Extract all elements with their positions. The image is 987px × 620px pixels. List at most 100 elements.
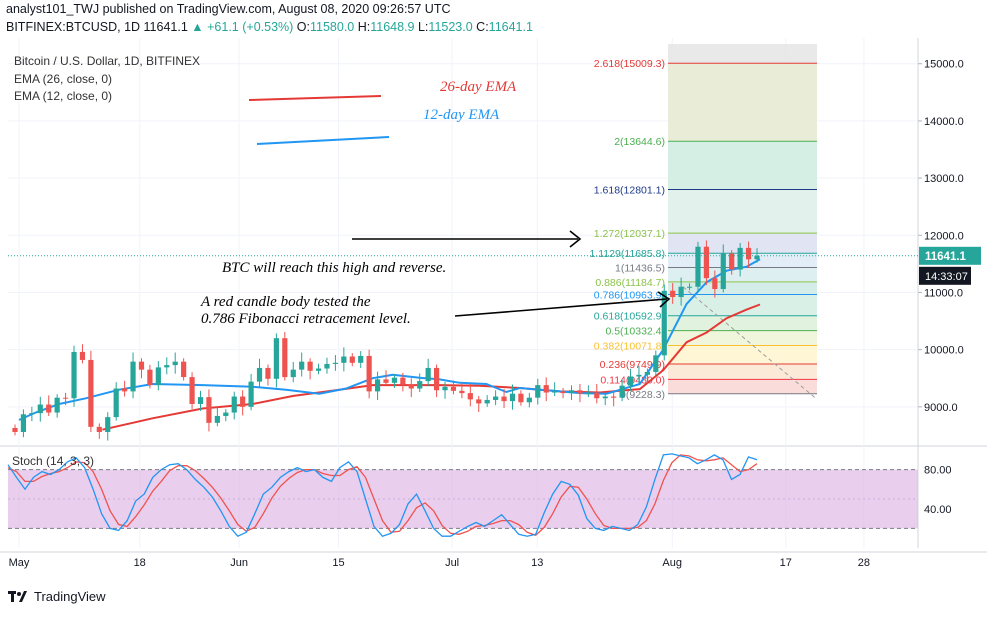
- fib-band: [668, 267, 817, 282]
- close-value: 11641.1: [488, 20, 533, 34]
- candle: [71, 345, 77, 407]
- high-arrow-head: [569, 230, 582, 248]
- x-tick-label: 15: [332, 557, 344, 569]
- candle-body: [653, 355, 659, 372]
- fib-band: [668, 379, 817, 394]
- candle: [248, 373, 254, 411]
- legend-title: Bitcoin / U.S. Dollar, 1D, BITFINEX: [14, 54, 201, 68]
- low-value: 11523.0: [428, 20, 473, 34]
- candle: [400, 372, 406, 392]
- candle-body: [172, 361, 178, 366]
- candle: [282, 331, 288, 381]
- candle: [425, 358, 431, 387]
- y-tick-label: 11000.0: [924, 287, 963, 299]
- candle-body: [256, 367, 263, 382]
- candle: [484, 395, 490, 407]
- candle: [307, 358, 313, 380]
- candle: [214, 406, 220, 427]
- candle: [501, 388, 507, 408]
- fib-label: 1(11436.5): [615, 263, 665, 275]
- candle-body: [661, 290, 667, 356]
- candle-body: [737, 247, 743, 270]
- candle: [577, 383, 583, 403]
- ema12-annotation: 12-day EMA: [423, 107, 500, 123]
- fib-label: 1.272(12037.1): [594, 228, 665, 240]
- fib-band: [668, 294, 817, 316]
- x-tick-label: 28: [858, 557, 870, 569]
- candle: [720, 244, 726, 293]
- fib-label: 0(9228.3): [620, 389, 665, 401]
- red-arrow-head: [657, 291, 671, 308]
- price-tag-label: 11641.1: [925, 251, 967, 263]
- candle-body: [535, 385, 541, 398]
- fib-label: 2(13644.6): [614, 136, 665, 148]
- x-tick-label: May: [9, 557, 30, 569]
- candle: [197, 390, 204, 411]
- candle: [745, 241, 752, 268]
- candle-body: [96, 426, 102, 432]
- high-annotation: BTC will reach this high and reverse.: [222, 260, 447, 276]
- candle-body: [577, 390, 583, 394]
- candle: [535, 378, 541, 405]
- stoch-k-line: [7, 453, 758, 537]
- x-tick-label: 17: [780, 557, 792, 569]
- candle: [543, 377, 549, 402]
- candle: [324, 357, 330, 374]
- candle-body: [417, 381, 423, 389]
- candle-body: [248, 381, 254, 407]
- fib-trend-line: [682, 286, 818, 400]
- candle-body: [501, 396, 507, 402]
- candle-body: [720, 253, 726, 290]
- candle: [627, 368, 634, 391]
- candle: [290, 361, 296, 383]
- x-tick-label: 18: [134, 557, 146, 569]
- candle-body: [282, 338, 288, 378]
- tradingview-footer[interactable]: TradingView: [8, 589, 106, 604]
- candle-body: [518, 393, 524, 403]
- candle: [661, 284, 667, 361]
- candle: [130, 352, 136, 399]
- candle: [122, 380, 128, 397]
- candle-body: [729, 253, 735, 270]
- open-value: 11580.0: [309, 20, 355, 34]
- candle: [113, 382, 119, 421]
- candle: [653, 350, 659, 376]
- candle-body: [686, 286, 693, 288]
- candle-body: [223, 412, 229, 416]
- price-change: ▲ +61.1 (+0.53%): [191, 20, 294, 34]
- candle-body: [113, 388, 119, 418]
- candle-body: [88, 359, 94, 427]
- candle-body: [695, 246, 701, 287]
- candle: [358, 351, 364, 368]
- candle: [46, 395, 52, 416]
- candle-body: [79, 351, 86, 360]
- candle: [442, 381, 448, 399]
- fib-label: 1.1129(11685.8): [589, 248, 665, 260]
- candle: [619, 379, 625, 402]
- y-tick-label: 15000.0: [924, 59, 964, 71]
- y-tick-label: 9000.0: [924, 402, 958, 414]
- candle: [383, 370, 389, 387]
- candle-body: [383, 379, 389, 383]
- candle: [155, 361, 161, 391]
- candle-body: [164, 365, 170, 368]
- candles: [12, 240, 760, 441]
- candle-body: [493, 396, 499, 400]
- candle: [408, 378, 414, 398]
- ema12-line: [18, 258, 761, 421]
- candle: [602, 393, 608, 406]
- candle: [62, 392, 69, 406]
- candle-body: [585, 393, 591, 395]
- fib-band: [668, 363, 817, 380]
- candle: [273, 333, 279, 388]
- candle: [644, 368, 650, 384]
- candle: [299, 352, 305, 377]
- candle: [54, 394, 60, 418]
- candle: [560, 387, 566, 399]
- candle: [568, 385, 575, 400]
- candle-body: [627, 376, 634, 386]
- fibonacci-extension: 0(9228.3)0.114(9480.0)0.236(9749.9)0.382…: [589, 44, 818, 401]
- stochastic: 40.00 80.00: [7, 453, 952, 537]
- y-tick-label: 10000.0: [924, 345, 964, 357]
